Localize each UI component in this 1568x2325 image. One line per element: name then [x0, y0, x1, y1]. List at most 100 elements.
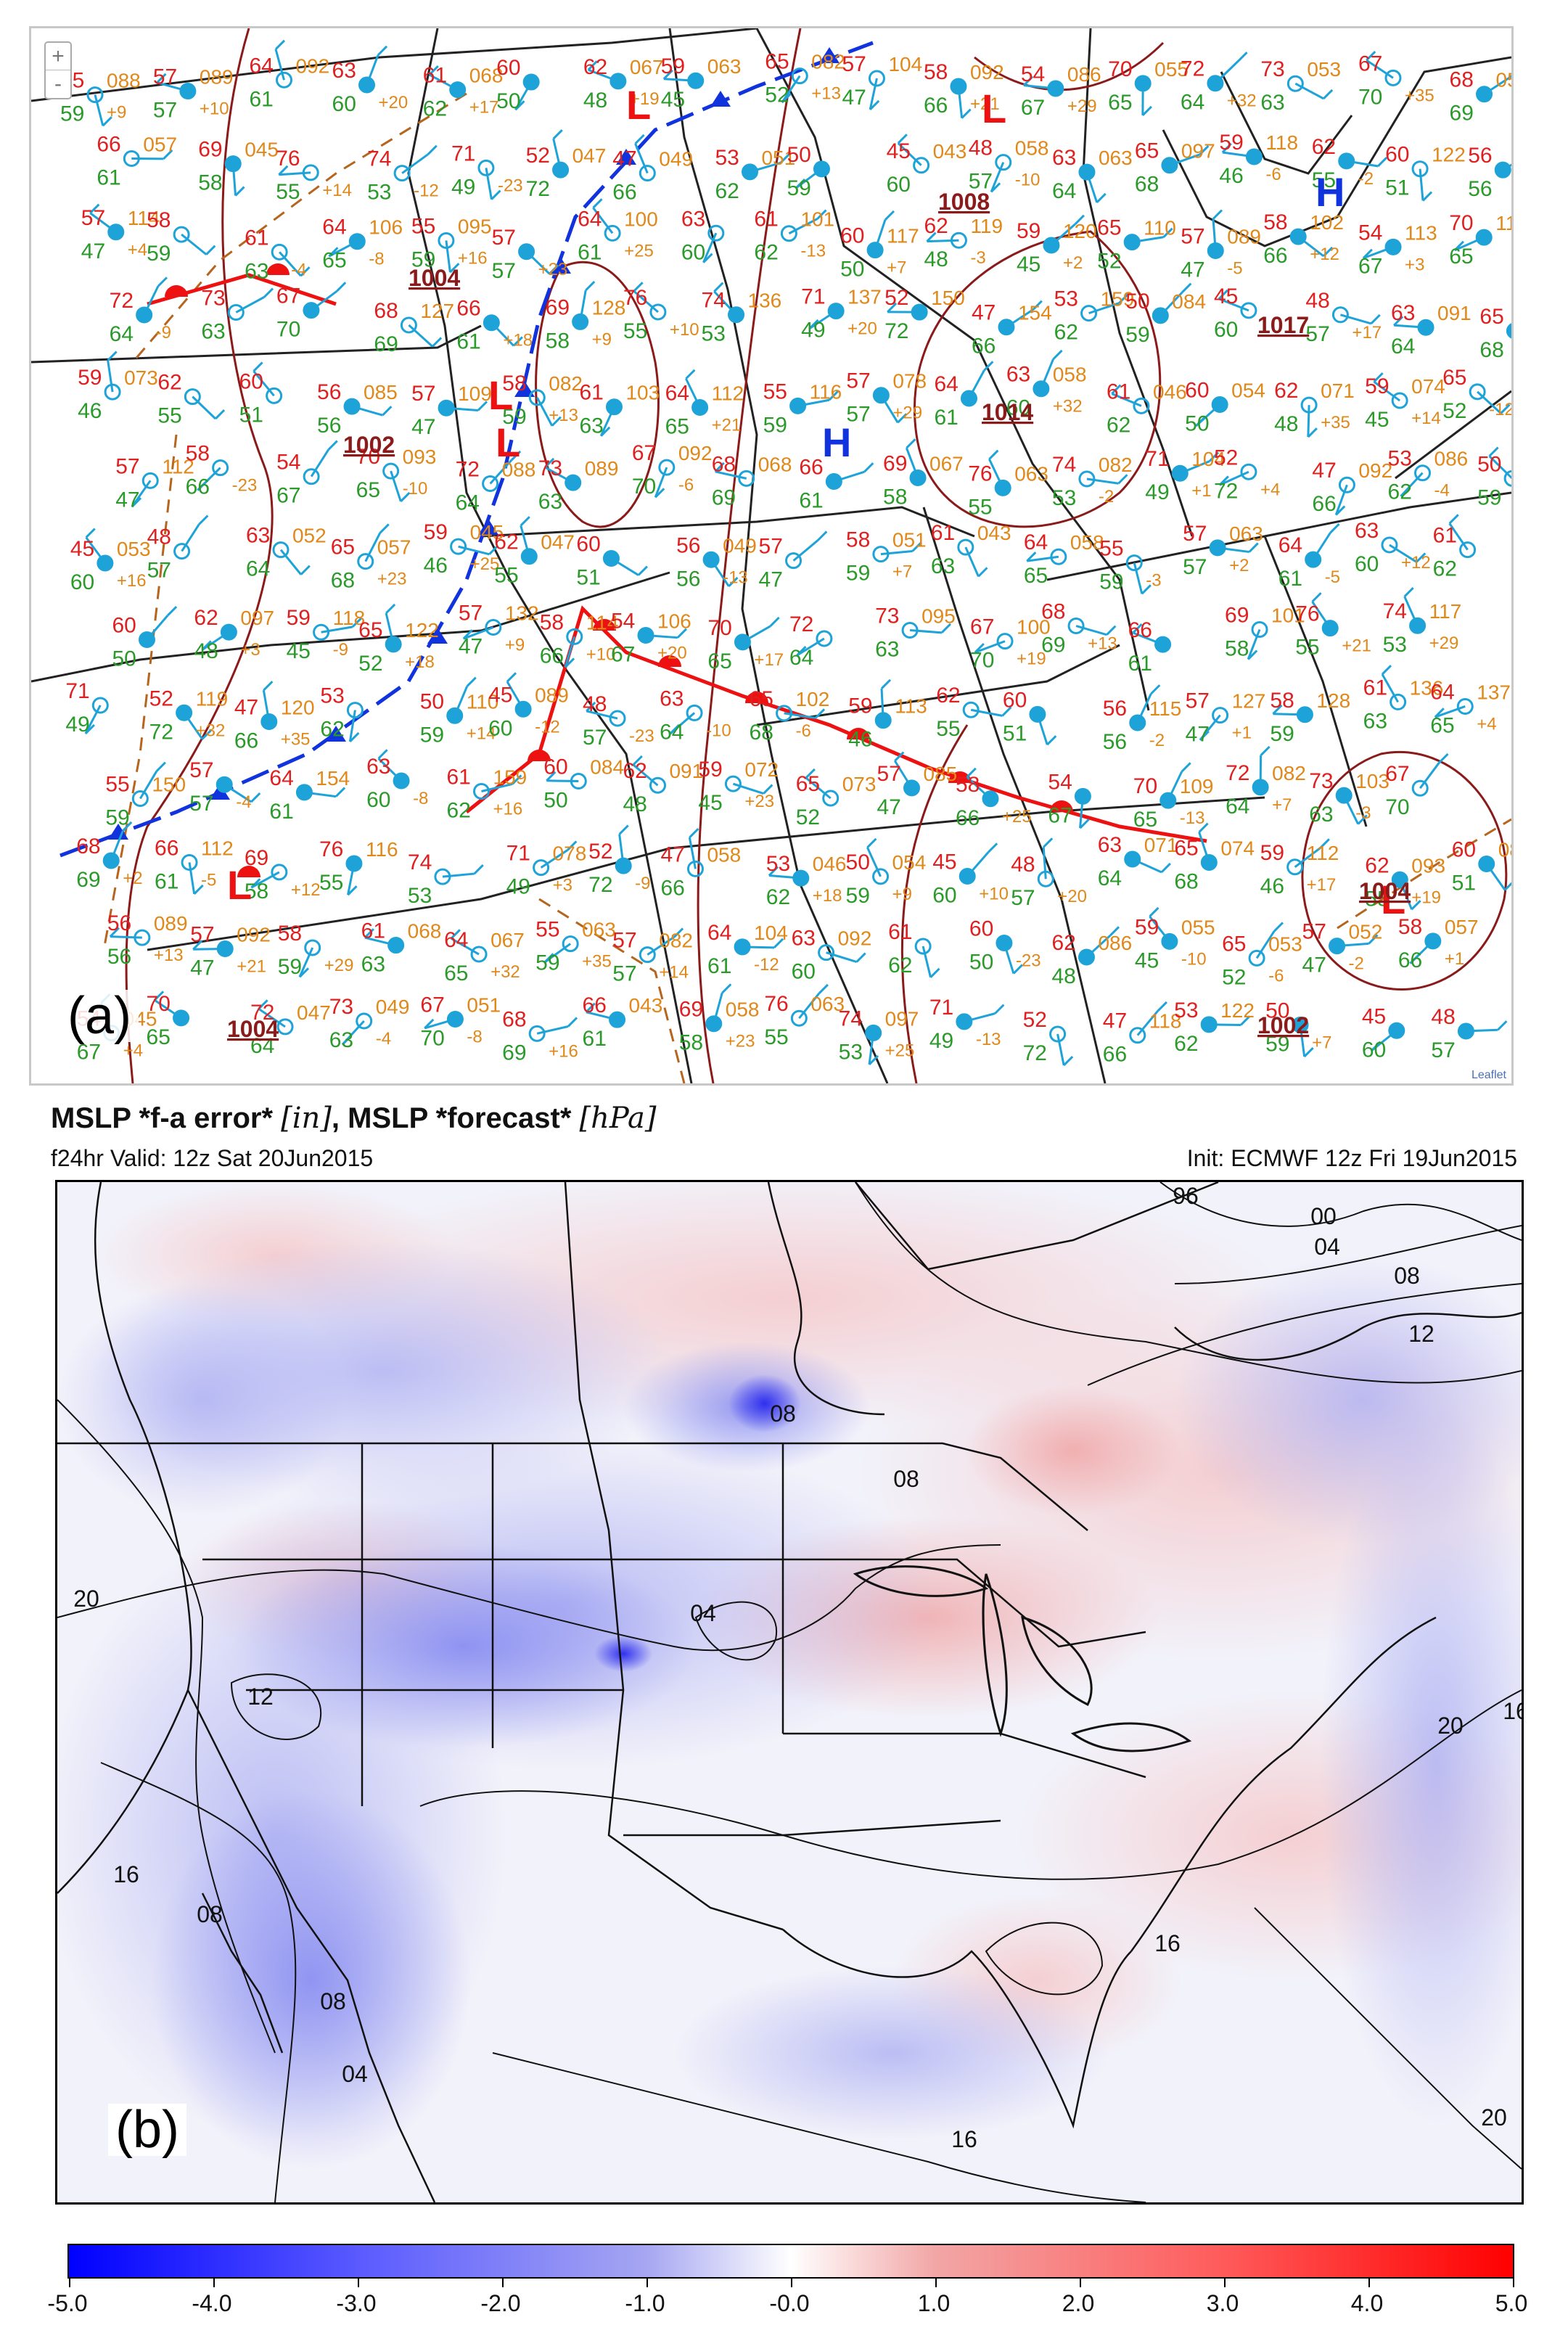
- station-circle: [1338, 476, 1355, 493]
- wind-barb: [544, 466, 574, 484]
- station-tendency: -8: [467, 1027, 482, 1046]
- station-pressure: 043: [629, 994, 663, 1017]
- station-pressure: 082: [549, 372, 583, 395]
- wind-barb: [1373, 380, 1401, 402]
- station-temperature: 55: [411, 214, 435, 238]
- station-dewpoint: 52: [765, 83, 789, 107]
- wind-barb: [713, 290, 737, 316]
- station-pressure: 115: [1495, 212, 1511, 234]
- station-dewpoint: 59: [278, 955, 302, 979]
- station-temperature: 61: [423, 64, 447, 88]
- wind-barb: [742, 625, 771, 644]
- zoom-in-button[interactable]: +: [52, 44, 65, 68]
- wind-barb-flag: [866, 837, 877, 848]
- wind-barb: [250, 871, 280, 889]
- station-pressure: 097: [240, 607, 274, 629]
- station-tendency: +20: [847, 319, 877, 339]
- wind-barb-flag: [543, 953, 554, 964]
- station-pressure: 058: [726, 999, 760, 1021]
- station-dewpoint: 70: [276, 318, 300, 342]
- wind-barb-flag: [1411, 900, 1421, 911]
- isobar-value-label: 1004: [227, 1016, 279, 1042]
- error-field-shade: [152, 1792, 471, 2169]
- station-pressure: 063: [1229, 522, 1263, 545]
- station-dewpoint: 64: [1098, 866, 1122, 890]
- wind-barb: [1403, 596, 1419, 626]
- station-pressure: 095: [458, 215, 492, 237]
- station-dewpoint: 67: [276, 484, 300, 508]
- wind-barb: [231, 163, 237, 196]
- wind-barb: [1342, 795, 1360, 825]
- wind-barb-flag: [514, 100, 525, 111]
- lake-outline: [1070, 1722, 1192, 1752]
- zoom-out-button[interactable]: -: [46, 70, 70, 97]
- station-tendency: +18: [503, 331, 533, 350]
- station-pressure: 067: [929, 452, 964, 475]
- station-tendency: -12: [535, 717, 560, 737]
- station-circle: [1067, 618, 1085, 635]
- station-circle: [1381, 536, 1398, 554]
- station-tendency: +32: [490, 962, 520, 982]
- station-temperature: 60: [1185, 379, 1209, 403]
- wind-barb-flag: [662, 69, 673, 80]
- wind-barb: [1131, 236, 1164, 244]
- station-dewpoint: 49: [506, 875, 530, 899]
- station-temperature: 60: [1452, 838, 1476, 862]
- wind-barb: [1419, 762, 1440, 790]
- station-tendency: +23: [538, 260, 568, 279]
- leaflet-attribution-link[interactable]: Leaflet: [1469, 1069, 1509, 1082]
- station-dewpoint: 63: [361, 953, 385, 977]
- station-pressure: 110: [467, 690, 499, 713]
- station-temperature: 57: [1181, 224, 1204, 248]
- wind-barb-flag: [1303, 1046, 1314, 1058]
- station-dewpoint: 46: [78, 399, 102, 423]
- station-dewpoint: 55: [276, 180, 300, 204]
- station-temperature: 67: [970, 615, 994, 639]
- wind-barb: [869, 78, 878, 110]
- map-boundary-line: [1130, 1616, 1437, 1952]
- state-border: [480, 506, 975, 538]
- station-temperature: 65: [1222, 932, 1246, 956]
- station-pressure: 127: [1232, 690, 1266, 713]
- station-dewpoint: 53: [367, 181, 391, 205]
- wind-barb-flag: [1307, 427, 1318, 438]
- station-temperature: 58: [1398, 915, 1422, 939]
- wind-barb: [966, 851, 990, 877]
- station-temperature: 68: [502, 1007, 526, 1031]
- station-temperature: 60: [1003, 688, 1027, 712]
- station-pressure: 088: [107, 70, 141, 92]
- station-dewpoint: 66: [1103, 1043, 1127, 1067]
- station-temperature: 63: [681, 207, 705, 231]
- station-temperature: 52: [884, 286, 908, 310]
- station-temperature: 57: [846, 369, 870, 393]
- station-circle: [477, 159, 495, 176]
- station-dewpoint: 62: [320, 718, 344, 742]
- wind-barb-flag: [1377, 156, 1388, 168]
- wind-barb-flag: [1218, 289, 1229, 300]
- station-dewpoint: 47: [1181, 258, 1204, 282]
- station-dewpoint: 55: [494, 564, 518, 588]
- wind-barb-flag: [988, 449, 999, 460]
- wind-barb: [445, 240, 451, 273]
- wind-barb: [328, 240, 358, 258]
- wind-barb-flag: [887, 302, 898, 313]
- station-circle: [639, 946, 656, 964]
- station-dewpoint: 47: [842, 86, 866, 110]
- surface-analysis-map[interactable]: 55 59 088 +9 57 57 089 +10 64 61 092 63 60 +20 61 62 068…: [29, 26, 1514, 1086]
- wind-barb-flag: [897, 134, 908, 144]
- station-pressure: 100: [624, 208, 658, 230]
- wind-barb: [458, 545, 490, 556]
- trough-line: [1337, 818, 1511, 930]
- station-pressure: 136: [1410, 676, 1444, 699]
- station-dewpoint: 51: [576, 566, 600, 590]
